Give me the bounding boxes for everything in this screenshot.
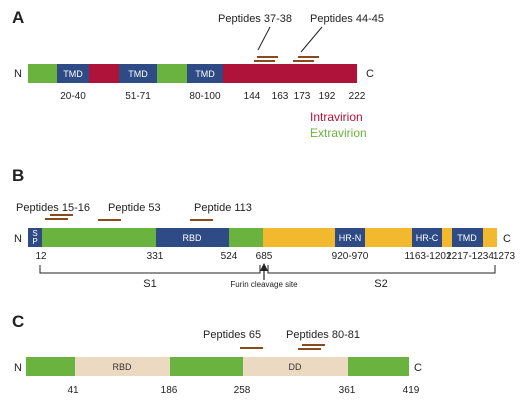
s1-segment	[229, 228, 263, 247]
position-label: 1273	[493, 251, 516, 262]
extravirion-segment	[157, 64, 187, 83]
hr-c-label: HR-C	[416, 233, 439, 243]
s2-bracket	[267, 265, 496, 274]
s2-segment	[442, 228, 452, 247]
position-label: 80-100	[189, 91, 221, 102]
sp-label-s: S	[32, 229, 37, 238]
position-label: 51-71	[125, 91, 151, 102]
position-label: 192	[319, 91, 336, 102]
hr-n-segment	[335, 228, 365, 247]
position-label: 920-970	[332, 251, 369, 262]
panel-b-n-terminus: N	[14, 233, 22, 245]
panel-a-protein-bar	[28, 64, 357, 83]
panel-a-peptide-label-1: Peptides 37-38	[218, 13, 292, 25]
panel-c-peptide-label-1: Peptides 65	[203, 329, 261, 341]
position-label: 524	[221, 251, 238, 262]
panel-b-peptide-label-2: Peptide 53	[108, 202, 161, 214]
panel-b-c-terminus: C	[503, 233, 511, 245]
dd-segment	[243, 357, 348, 376]
extravirion-segment	[28, 64, 57, 83]
rbd-segment	[156, 228, 229, 247]
panel-c: C Peptides 65 Peptides 80-81 N RBD DD C …	[12, 312, 422, 396]
s2-segment	[365, 228, 412, 247]
panel-c-c-terminus: C	[414, 362, 422, 374]
position-label: 685	[256, 251, 273, 262]
panel-a-c-terminus: C	[366, 68, 374, 80]
intravirion-segment	[89, 64, 119, 83]
tmd-label-2: TMD	[128, 69, 148, 79]
legend-intravirion: Intravirion	[310, 110, 363, 124]
panel-c-n-terminus: N	[14, 362, 22, 374]
s1-bracket	[39, 265, 261, 274]
panel-a-letter: A	[12, 8, 24, 27]
panel-b-letter: B	[12, 166, 24, 185]
sp-label-p: P	[32, 237, 37, 246]
position-label: 419	[403, 385, 420, 396]
position-label: 331	[147, 251, 164, 262]
position-label: 186	[161, 385, 178, 396]
panel-c-peptide-label-2: Peptides 80-81	[286, 329, 360, 341]
position-label: 12	[35, 251, 47, 262]
panel-a-pointer-1	[257, 26, 271, 51]
hr-c-segment	[412, 228, 442, 247]
panel-a-peptide-markers	[254, 56, 319, 62]
legend-extravirion: Extravirion	[310, 126, 367, 140]
intravirion-segment	[223, 64, 357, 83]
linker-segment	[170, 357, 243, 376]
panel-a: A Peptides 37-38 Peptides 44-45 N TMD TM…	[12, 8, 384, 140]
position-label: 144	[244, 91, 261, 102]
position-label: 361	[339, 385, 356, 396]
panel-a-pointer-2	[300, 26, 323, 53]
position-label: 222	[349, 91, 366, 102]
s1-label: S1	[143, 278, 156, 290]
panel-b-protein-bar	[28, 228, 497, 247]
position-label: 41	[67, 385, 79, 396]
tmd-label: TMD	[457, 233, 477, 243]
linker-segment	[348, 357, 409, 376]
tmd-label-1: TMD	[63, 69, 83, 79]
tmd-segment-3	[187, 64, 223, 83]
panel-a-n-terminus: N	[14, 68, 22, 80]
position-label: 173	[294, 91, 311, 102]
tmd-label-3: TMD	[195, 69, 215, 79]
panel-b: B Peptides 15-16 Peptide 53 Peptide 113 …	[12, 166, 516, 290]
tmd-segment-1	[57, 64, 89, 83]
dd-label: DD	[289, 362, 302, 372]
furin-arrowhead	[260, 263, 268, 271]
s2-label: S2	[374, 278, 387, 290]
position-label: 20-40	[60, 91, 86, 102]
tmd-segment-2	[119, 64, 157, 83]
panel-a-peptide-label-2: Peptides 44-45	[310, 13, 384, 25]
rbd-label: RBD	[112, 362, 132, 372]
hr-n-label: HR-N	[339, 233, 362, 243]
rbd-segment	[75, 357, 170, 376]
s2-segment	[263, 228, 335, 247]
s2-segment	[483, 228, 497, 247]
position-label: 258	[234, 385, 251, 396]
panel-b-peptide-label-3: Peptide 113	[194, 202, 252, 214]
panel-c-protein-bar	[26, 357, 409, 376]
position-label: 1163-1202	[404, 251, 452, 262]
furin-cleavage-label: Furin cleavage site	[230, 280, 298, 289]
linker-segment	[26, 357, 75, 376]
position-label: 163	[272, 91, 289, 102]
rbd-label: RBD	[182, 233, 202, 243]
s1-segment	[42, 228, 156, 247]
panel-c-letter: C	[12, 312, 24, 331]
panel-c-peptide-markers	[240, 344, 325, 350]
panel-b-peptide-label-1: Peptides 15-16	[16, 202, 90, 214]
signal-peptide-segment	[28, 228, 42, 247]
panel-b-peptide-markers	[45, 214, 213, 221]
tmd-segment	[452, 228, 483, 247]
position-label: 1217-1234	[446, 251, 494, 262]
